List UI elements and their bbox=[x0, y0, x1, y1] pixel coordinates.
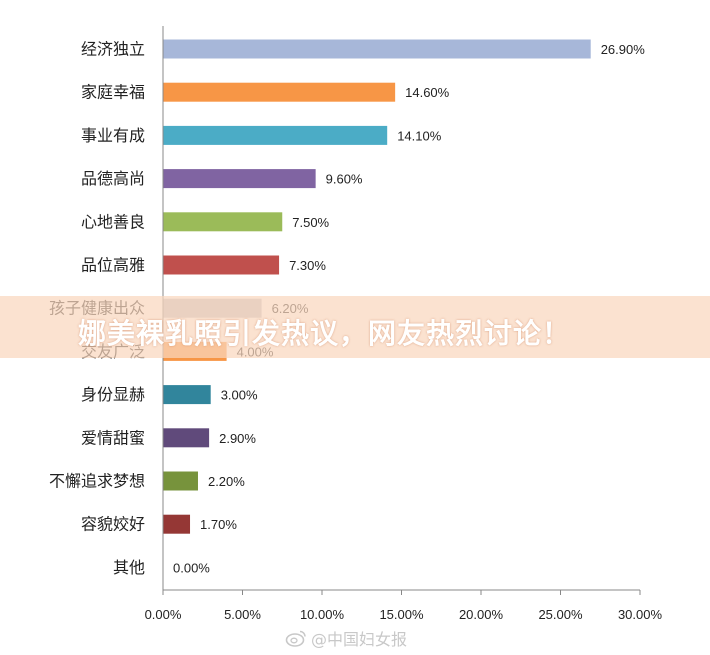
data-label: 7.30% bbox=[289, 258, 326, 273]
x-tick-label: 25.00% bbox=[538, 607, 583, 622]
category-label: 家庭幸福 bbox=[81, 83, 145, 102]
category-label: 容貌姣好 bbox=[81, 515, 145, 534]
x-tick-label: 10.00% bbox=[300, 607, 345, 622]
watermark-text: @中国妇女报 bbox=[311, 630, 408, 649]
bar bbox=[163, 169, 316, 189]
x-tick-label: 15.00% bbox=[379, 607, 424, 622]
data-label: 26.90% bbox=[601, 42, 646, 57]
data-label: 2.20% bbox=[208, 474, 245, 489]
category-label: 品位高雅 bbox=[81, 256, 145, 275]
category-label: 爱情甜蜜 bbox=[81, 428, 145, 447]
bar bbox=[163, 385, 211, 405]
bar bbox=[163, 39, 591, 59]
bar bbox=[163, 125, 388, 145]
data-label: 14.60% bbox=[405, 85, 450, 100]
banner-title: 娜美裸乳照引发热议，网友热烈讨论！ bbox=[78, 317, 572, 350]
data-label: 0.00% bbox=[173, 560, 210, 575]
category-label: 心地善良 bbox=[81, 212, 145, 231]
x-tick-label: 20.00% bbox=[459, 607, 504, 622]
x-tick-label: 5.00% bbox=[224, 607, 261, 622]
category-label: 身份显赫 bbox=[81, 385, 145, 404]
bar bbox=[163, 471, 198, 491]
title-banner bbox=[0, 296, 710, 358]
data-label: 9.60% bbox=[326, 172, 363, 187]
weibo-icon bbox=[285, 630, 306, 647]
x-axis-ticks: 0.00% 5.00% 10.00% 15.00% 20.00% 25.00% 30.00% bbox=[145, 590, 663, 622]
bar bbox=[163, 82, 396, 102]
bar bbox=[163, 514, 191, 534]
bar bbox=[163, 212, 283, 232]
category-label: 事业有成 bbox=[81, 126, 145, 145]
data-label: 1.70% bbox=[200, 517, 237, 532]
x-tick-label: 30.00% bbox=[618, 607, 663, 622]
category-label: 不懈追求梦想 bbox=[49, 472, 145, 491]
data-label: 7.50% bbox=[292, 215, 329, 230]
x-tick-label: 0.00% bbox=[145, 607, 182, 622]
bar bbox=[163, 255, 280, 275]
bar bbox=[163, 428, 210, 448]
category-label: 其他 bbox=[113, 558, 145, 577]
category-label: 品德高尚 bbox=[81, 169, 145, 188]
data-label: 2.90% bbox=[219, 431, 256, 446]
category-label: 经济独立 bbox=[81, 40, 145, 59]
data-label: 3.00% bbox=[221, 388, 258, 403]
data-label: 14.10% bbox=[397, 128, 442, 143]
watermark: @中国妇女报 bbox=[285, 626, 407, 650]
